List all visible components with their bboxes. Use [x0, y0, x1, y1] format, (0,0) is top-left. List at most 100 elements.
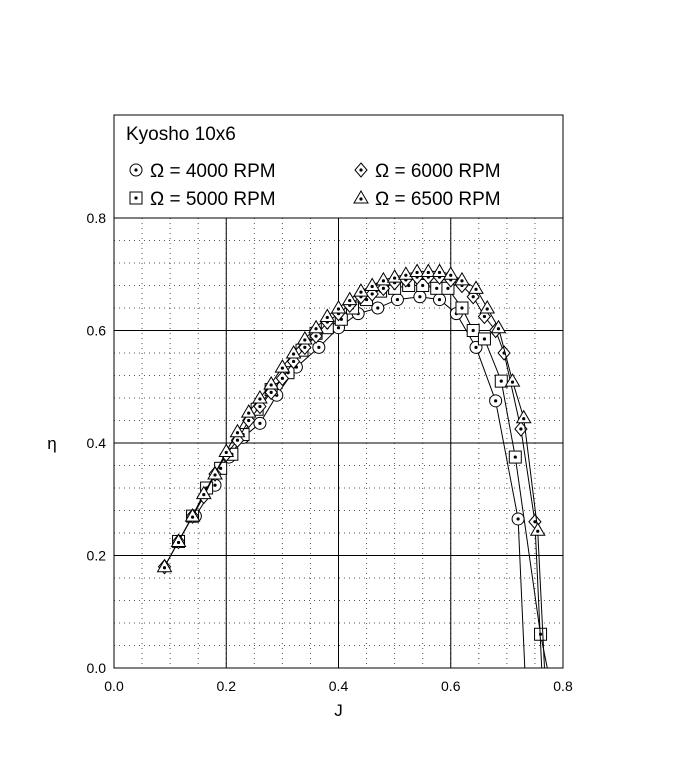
- data-point-triangle: [490, 319, 507, 334]
- major-grid: [113, 217, 564, 669]
- data-point-triangle-dot: [460, 279, 464, 283]
- series-1: [188, 290, 526, 669]
- x-tick-label: 0.2: [217, 678, 237, 694]
- data-point-triangle-dot: [522, 417, 526, 421]
- data-point-diamond-dot: [292, 359, 296, 364]
- legend-entry: Ω = 5000 RPM: [129, 189, 276, 210]
- data-point-square-dot: [446, 286, 450, 290]
- data-point-triangle: [240, 404, 257, 418]
- legend: Kyosho 10x6 Ω = 4000 RPM Ω = 5000 RPM Ω = …: [113, 114, 564, 219]
- legend-entry: Ω = 4000 RPM: [129, 161, 276, 182]
- data-point-triangle-dot: [496, 327, 501, 331]
- x-tick-label: 0.4: [329, 678, 349, 694]
- data-point-triangle-dot: [449, 273, 453, 277]
- data-point-triangle-dot: [190, 515, 195, 519]
- data-point-triangle: [409, 263, 425, 277]
- x-axis-label: J: [334, 701, 343, 720]
- data-point-triangle-dot: [247, 411, 251, 415]
- data-point-diamond-dot: [471, 295, 475, 299]
- data-point-triangle: [274, 359, 291, 373]
- data-point-circle-dot: [395, 297, 400, 302]
- legend-marker-triangle: [353, 190, 369, 204]
- data-point-diamond-dot: [314, 334, 318, 338]
- data-point-triangle: [195, 485, 212, 500]
- data-point-diamond-dot: [533, 520, 537, 524]
- data-point-triangle: [319, 308, 336, 322]
- data-point-triangle: [397, 266, 414, 280]
- data-point-circle-dot: [494, 399, 498, 403]
- data-point-triangle-dot: [292, 352, 296, 356]
- data-point-square-dot: [471, 328, 475, 333]
- data-point-circle-dot: [317, 345, 321, 349]
- data-point-triangle-dot: [415, 270, 419, 275]
- data-point-square-dot: [435, 286, 439, 290]
- data-point-circle-dot: [516, 517, 520, 521]
- data-point-triangle-dot: [370, 284, 374, 289]
- data-point-triangle: [386, 269, 403, 283]
- y-tick-label: 0.2: [87, 548, 107, 564]
- data-point-triangle: [431, 263, 448, 277]
- data-point-triangle-dot: [485, 307, 489, 311]
- data-point-diamond-dot: [519, 427, 523, 431]
- data-point-triangle-dot: [303, 338, 307, 342]
- data-point-circle-dot: [258, 421, 262, 425]
- data-point-triangle: [479, 300, 496, 314]
- data-point-diamond-dot: [258, 404, 262, 409]
- legend-entry: Ω = 6000 RPM: [354, 161, 501, 182]
- data-point-triangle-dot: [269, 383, 273, 387]
- data-point-circle-dot: [213, 483, 217, 487]
- data-point-triangle: [156, 558, 173, 573]
- legend-marker-circle-dot: [134, 168, 138, 172]
- data-point-triangle: [296, 330, 313, 345]
- data-point-triangle-dot: [235, 431, 240, 435]
- data-point-triangle-dot: [381, 279, 385, 283]
- data-point-triangle-dot: [224, 450, 228, 455]
- data-point-diamond-dot: [235, 438, 240, 442]
- data-point-circle-dot: [474, 345, 478, 349]
- tick-labels: 0.0 0.2 0.4 0.6 0.8 0.0 0.2 0.4 0.6 0.8: [87, 210, 573, 694]
- data-point-triangle-dot: [359, 290, 363, 294]
- data-point-diamond-dot: [303, 345, 307, 349]
- chart-title: Kyosho 10x6: [126, 124, 236, 145]
- data-point-circle-dot: [418, 295, 422, 299]
- data-point-triangle: [468, 280, 484, 294]
- data-point-triangle-dot: [162, 566, 167, 570]
- legend-label: Ω = 4000 RPM: [150, 161, 276, 182]
- data-point-triangle: [504, 373, 521, 387]
- data-point-triangle-dot: [437, 270, 442, 275]
- data-point-triangle: [330, 300, 347, 314]
- data-point-circle-dot: [437, 297, 442, 302]
- data-point-triangle-dot: [510, 380, 515, 384]
- data-point-triangle: [252, 390, 268, 404]
- data-point-triangle-dot: [325, 315, 329, 320]
- y-tick-label: 0.6: [87, 323, 107, 339]
- series-line: [164, 276, 543, 669]
- series-line: [178, 285, 548, 669]
- data-point-triangle-dot: [393, 276, 397, 280]
- legend-marker-diamond-dot: [359, 168, 363, 172]
- data-point-square-dot: [219, 466, 223, 470]
- data-point-triangle-dot: [404, 273, 408, 277]
- legend-frame: [113, 114, 564, 219]
- legend-label: Ω = 5000 RPM: [150, 189, 276, 210]
- legend-label: Ω = 6500 RPM: [375, 189, 501, 210]
- data-point-square-dot: [513, 455, 517, 459]
- data-point-triangle: [170, 533, 187, 547]
- data-point-triangle: [207, 465, 223, 480]
- data-point-triangle: [229, 423, 246, 438]
- data-point-triangle: [515, 409, 532, 424]
- data-point-triangle: [442, 266, 459, 280]
- data-point-square-dot: [499, 379, 503, 383]
- series-layer: [156, 263, 548, 669]
- data-point-triangle: [420, 263, 437, 277]
- data-point-triangle-dot: [426, 270, 430, 275]
- data-point-triangle: [184, 508, 201, 522]
- data-point-triangle: [263, 375, 280, 390]
- data-point-circle-dot: [336, 326, 341, 330]
- data-point-triangle: [308, 319, 324, 334]
- data-point-triangle-dot: [474, 287, 478, 291]
- data-point-diamond-dot: [269, 390, 273, 394]
- x-tick-label: 0.0: [104, 678, 124, 694]
- data-point-diamond-dot: [482, 314, 487, 319]
- data-point-diamond-dot: [247, 418, 251, 423]
